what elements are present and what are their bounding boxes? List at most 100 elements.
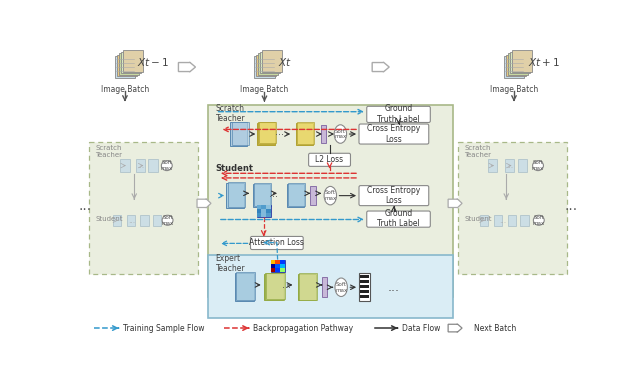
FancyBboxPatch shape	[308, 153, 351, 166]
Polygon shape	[448, 324, 462, 332]
FancyBboxPatch shape	[520, 215, 529, 226]
FancyBboxPatch shape	[321, 125, 326, 143]
Text: Attention Loss: Attention Loss	[250, 238, 304, 247]
FancyBboxPatch shape	[257, 213, 261, 217]
Text: Soft
max: Soft max	[532, 215, 545, 226]
Text: Scratch
Teacher: Scratch Teacher	[465, 145, 492, 158]
FancyBboxPatch shape	[509, 52, 530, 73]
Text: ...: ...	[564, 199, 577, 213]
FancyBboxPatch shape	[266, 273, 284, 299]
Text: ...: ...	[129, 216, 136, 225]
Ellipse shape	[324, 186, 337, 205]
FancyBboxPatch shape	[230, 122, 248, 146]
FancyBboxPatch shape	[123, 50, 143, 72]
Text: Ground
Truth Label: Ground Truth Label	[377, 104, 420, 124]
Text: Student: Student	[465, 216, 492, 222]
FancyBboxPatch shape	[113, 215, 121, 226]
Ellipse shape	[533, 215, 544, 225]
FancyBboxPatch shape	[256, 55, 276, 76]
Text: ...: ...	[79, 199, 92, 213]
FancyBboxPatch shape	[271, 260, 275, 264]
Text: Student: Student	[216, 164, 253, 173]
FancyBboxPatch shape	[257, 209, 261, 213]
Text: Image Batch: Image Batch	[101, 85, 149, 94]
FancyBboxPatch shape	[120, 160, 129, 172]
FancyBboxPatch shape	[266, 205, 271, 209]
FancyBboxPatch shape	[264, 274, 283, 300]
FancyBboxPatch shape	[511, 50, 532, 72]
FancyBboxPatch shape	[228, 182, 244, 207]
Text: $Xt$: $Xt$	[278, 56, 292, 69]
FancyBboxPatch shape	[360, 285, 369, 288]
FancyBboxPatch shape	[360, 280, 369, 283]
FancyBboxPatch shape	[266, 273, 285, 299]
FancyBboxPatch shape	[119, 53, 139, 75]
FancyBboxPatch shape	[271, 264, 275, 268]
FancyBboxPatch shape	[494, 215, 502, 226]
FancyBboxPatch shape	[148, 160, 157, 172]
FancyBboxPatch shape	[296, 123, 313, 145]
Text: Soft
max: Soft max	[161, 160, 173, 171]
Ellipse shape	[162, 215, 173, 225]
FancyBboxPatch shape	[260, 52, 280, 73]
Text: Cross Entropy
Loss: Cross Entropy Loss	[367, 186, 420, 205]
Text: $Xt-1$: $Xt-1$	[138, 56, 170, 69]
FancyBboxPatch shape	[232, 122, 248, 145]
FancyBboxPatch shape	[259, 122, 276, 143]
FancyBboxPatch shape	[259, 122, 275, 144]
Text: Soft
max: Soft max	[532, 160, 544, 171]
Text: $Xt+1$: $Xt+1$	[528, 56, 560, 69]
Text: Backpropagation Pathway: Backpropagation Pathway	[253, 324, 353, 332]
FancyBboxPatch shape	[271, 260, 285, 272]
Ellipse shape	[334, 125, 347, 143]
Text: Soft
max: Soft max	[161, 215, 173, 226]
FancyBboxPatch shape	[257, 123, 275, 145]
FancyBboxPatch shape	[367, 106, 430, 122]
FancyBboxPatch shape	[262, 50, 282, 72]
FancyBboxPatch shape	[504, 56, 524, 78]
Polygon shape	[448, 199, 462, 208]
Polygon shape	[372, 62, 389, 72]
Text: Scratch
Teacher: Scratch Teacher	[216, 103, 245, 123]
FancyBboxPatch shape	[266, 213, 271, 217]
Text: Data Flow: Data Flow	[402, 324, 440, 332]
FancyBboxPatch shape	[250, 236, 303, 249]
FancyBboxPatch shape	[360, 290, 369, 293]
Text: Cross Entropy
Loss: Cross Entropy Loss	[367, 124, 420, 144]
Text: L2 Loss: L2 Loss	[316, 155, 344, 164]
Ellipse shape	[161, 161, 172, 171]
Text: Expert
Teacher: Expert Teacher	[216, 254, 245, 273]
Text: Next Batch: Next Batch	[474, 324, 516, 332]
Ellipse shape	[532, 161, 543, 171]
FancyBboxPatch shape	[153, 215, 161, 226]
FancyBboxPatch shape	[140, 215, 149, 226]
FancyBboxPatch shape	[287, 184, 304, 207]
Text: Soft
max: Soft max	[324, 190, 337, 201]
FancyBboxPatch shape	[275, 264, 280, 268]
FancyBboxPatch shape	[257, 205, 271, 217]
FancyBboxPatch shape	[208, 105, 452, 297]
Text: Scratch
Teacher: Scratch Teacher	[95, 145, 122, 158]
FancyBboxPatch shape	[254, 183, 271, 206]
FancyBboxPatch shape	[115, 56, 135, 78]
FancyBboxPatch shape	[288, 183, 305, 206]
Text: Training Sample Flow: Training Sample Flow	[123, 324, 204, 332]
FancyBboxPatch shape	[90, 142, 198, 274]
FancyBboxPatch shape	[261, 205, 266, 209]
FancyBboxPatch shape	[208, 255, 452, 318]
FancyBboxPatch shape	[236, 273, 255, 300]
FancyBboxPatch shape	[127, 215, 135, 226]
FancyBboxPatch shape	[505, 160, 514, 172]
FancyBboxPatch shape	[322, 277, 327, 297]
FancyBboxPatch shape	[506, 55, 526, 76]
Text: ...: ...	[282, 280, 291, 290]
FancyBboxPatch shape	[275, 260, 280, 264]
FancyBboxPatch shape	[261, 213, 266, 217]
FancyBboxPatch shape	[508, 53, 528, 75]
Text: Soft
max: Soft max	[335, 282, 348, 293]
FancyBboxPatch shape	[360, 275, 369, 278]
FancyBboxPatch shape	[280, 268, 285, 272]
FancyBboxPatch shape	[121, 52, 141, 73]
Text: Soft
max: Soft max	[334, 128, 346, 139]
Text: ...: ...	[506, 161, 513, 170]
